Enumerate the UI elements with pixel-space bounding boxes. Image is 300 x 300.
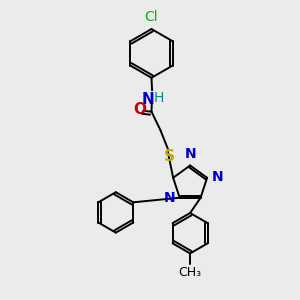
- Text: CH₃: CH₃: [178, 266, 202, 279]
- Text: S: S: [164, 149, 175, 164]
- Text: N: N: [184, 147, 196, 161]
- Text: N: N: [142, 92, 155, 107]
- Text: N: N: [164, 191, 176, 205]
- Text: H: H: [153, 91, 164, 105]
- Text: Cl: Cl: [145, 10, 158, 24]
- Text: O: O: [134, 102, 147, 117]
- Text: N: N: [212, 170, 224, 184]
